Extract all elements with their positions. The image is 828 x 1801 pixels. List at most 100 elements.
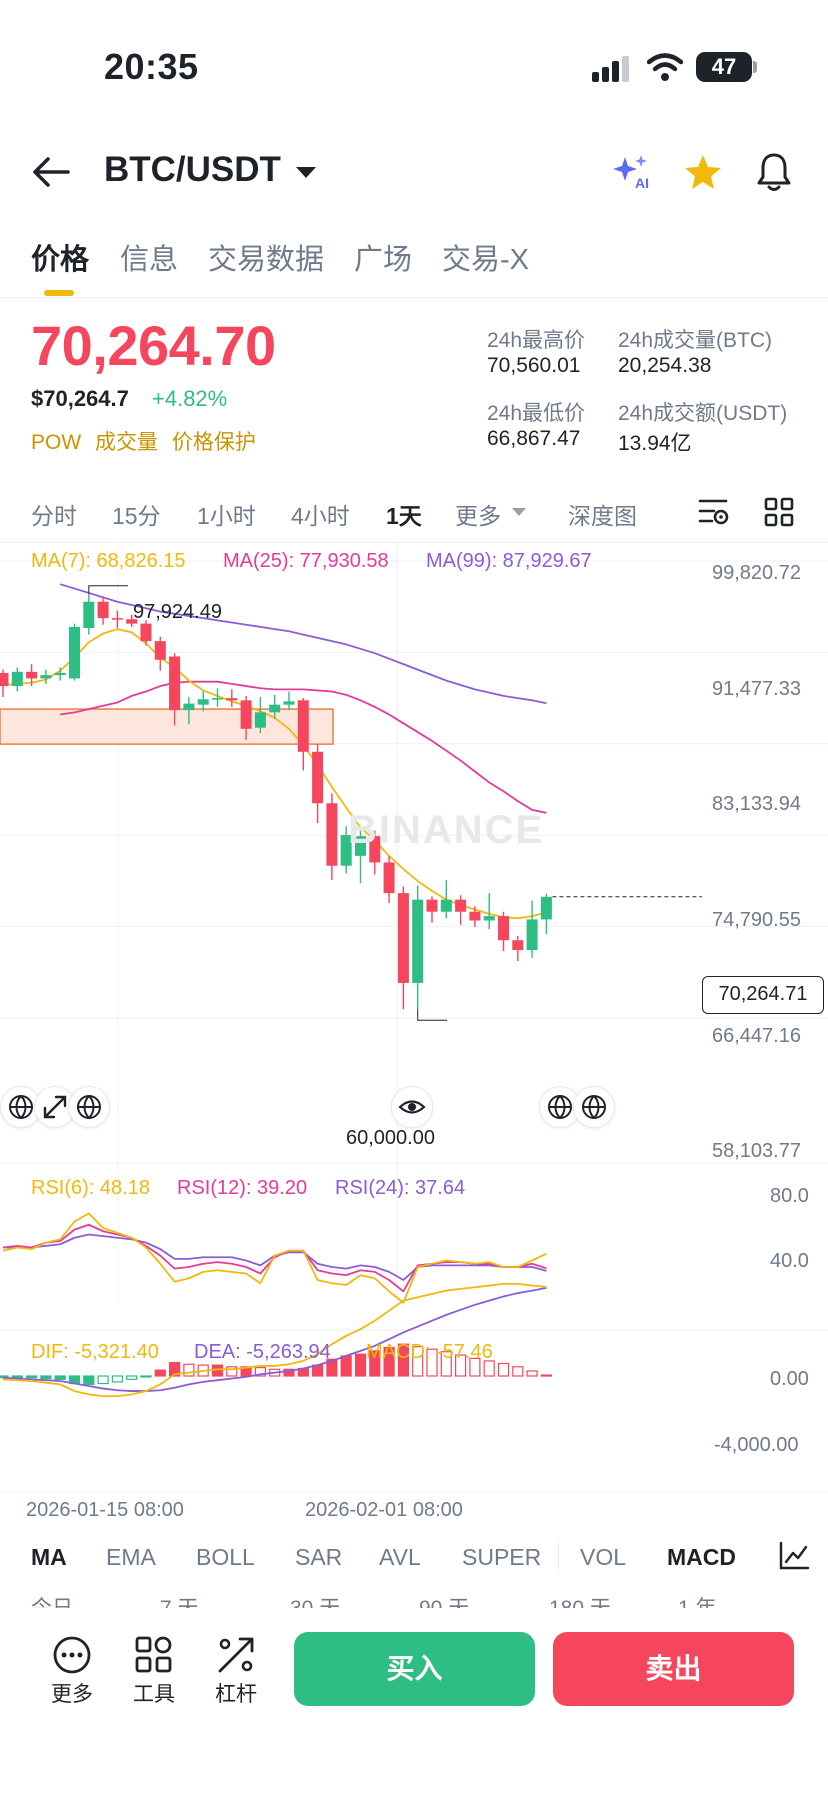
macd-bar [512, 1366, 524, 1377]
vol-btc-value: 20,254.38 [618, 354, 712, 377]
candle-body [455, 899, 467, 912]
interval-more[interactable]: 更多 [455, 503, 501, 529]
low-annotation: 60,000.00 [346, 1127, 435, 1149]
macd-axis-label: 0.00 [770, 1368, 809, 1390]
candle-body [469, 911, 481, 921]
indicator-sar[interactable]: SAR [295, 1544, 343, 1570]
tag-price-protection[interactable]: 价格保护 [171, 431, 256, 454]
tab-info[interactable]: 信息 [120, 244, 179, 276]
macd-bar [455, 1354, 467, 1377]
ai-sparkle-icon[interactable]: AI [611, 153, 653, 191]
candle-body [269, 704, 281, 713]
back-arrow-icon[interactable] [32, 156, 70, 188]
candle-body [97, 601, 109, 619]
candle-body [26, 671, 38, 679]
watermark: BINANCE [348, 808, 545, 852]
period-1y[interactable]: 1 年 [678, 1592, 717, 1608]
tag-volume[interactable]: 成交量 [95, 431, 159, 454]
low-leader [417, 1009, 447, 1021]
period-30d[interactable]: 30 天 [290, 1592, 340, 1608]
macd-bar [154, 1369, 166, 1377]
indicator-boll[interactable]: BOLL [196, 1544, 255, 1570]
high-value: 70,560.01 [487, 354, 581, 377]
layout-grid-icon[interactable] [764, 497, 794, 527]
indicator-chart-icon[interactable] [778, 1541, 810, 1571]
tools-label[interactable]: 工具 [133, 1683, 175, 1706]
tools-icon[interactable] [134, 1635, 174, 1675]
candle-body [540, 896, 552, 920]
interval-depth[interactable]: 深度图 [568, 503, 637, 529]
buy-button[interactable]: 买入 [294, 1632, 535, 1706]
notification-bell-icon[interactable] [756, 152, 792, 192]
chart-settings-icon[interactable] [698, 497, 730, 527]
tab-trading-data[interactable]: 交易数据 [208, 244, 325, 276]
period-today[interactable]: 今日 [31, 1592, 73, 1608]
interval-time-share[interactable]: 分时 [31, 503, 77, 529]
indicator-ma[interactable]: MA [31, 1544, 67, 1570]
price-axis-label: 99,820.72 [712, 562, 801, 584]
macd-bar [140, 1375, 152, 1378]
indicator-avl[interactable]: AVL [379, 1544, 421, 1570]
event-bubble[interactable] [68, 1086, 110, 1128]
event-bubble[interactable] [573, 1086, 615, 1128]
leverage-icon[interactable] [216, 1635, 256, 1675]
macd-bar [397, 1343, 409, 1377]
sell-button[interactable]: 卖出 [553, 1632, 794, 1706]
period-90d[interactable]: 90 天 [419, 1592, 469, 1608]
globe-icon [548, 1095, 572, 1119]
indicator-super[interactable]: SUPER [462, 1544, 542, 1570]
candle-body [0, 672, 9, 687]
candle-body [283, 701, 295, 705]
candle-body [169, 656, 181, 711]
vol-btc-label: 24h成交量(BTC) [618, 329, 773, 352]
macd-bar [497, 1362, 510, 1377]
leverage-label[interactable]: 杠杆 [215, 1683, 257, 1706]
macd-bar [469, 1357, 481, 1377]
tab-trade-x[interactable]: 交易-X [442, 244, 530, 276]
tag-pow[interactable]: POW [31, 431, 82, 454]
candle-body [526, 919, 538, 951]
high-annotation: 97,924.49 [133, 601, 222, 623]
chart-top-divider [0, 542, 828, 543]
visibility-toggle[interactable] [391, 1086, 433, 1128]
candlestick-chart[interactable] [0, 543, 828, 1493]
globe-icon [9, 1095, 33, 1119]
battery-indicator: 47 [696, 52, 752, 82]
ma99-line [59, 583, 547, 705]
favorite-star-icon[interactable] [684, 154, 722, 190]
candle-body [226, 698, 238, 701]
period-180d[interactable]: 180 天 [549, 1592, 611, 1608]
ma25-line [60, 680, 547, 814]
macd-bar [83, 1375, 95, 1385]
dea-line [2, 1286, 547, 1392]
indicator-vol[interactable]: VOL [580, 1544, 627, 1570]
price-axis-label: 83,133.94 [712, 793, 801, 815]
candle-body [440, 899, 452, 912]
interval-15m[interactable]: 15分 [112, 503, 161, 529]
more-label[interactable]: 更多 [51, 1683, 93, 1706]
indicator-ema[interactable]: EMA [106, 1544, 156, 1570]
candle-body [326, 803, 338, 866]
candle-body [426, 899, 438, 912]
vol-usdt-value: 13.94亿 [618, 432, 692, 455]
candle-body [498, 916, 509, 941]
interval-4h[interactable]: 4小时 [291, 503, 350, 529]
last-price: 70,264.70 [31, 314, 276, 377]
candle-body [212, 698, 223, 700]
candle-body [197, 699, 209, 705]
more-icon[interactable] [52, 1635, 92, 1675]
indicator-macd[interactable]: MACD [667, 1544, 736, 1570]
wifi-icon [647, 53, 683, 81]
tab-price[interactable]: 价格 [31, 244, 90, 276]
candle-body [512, 940, 524, 951]
ma7-line [2, 628, 547, 920]
period-7d[interactable]: 7 天 [160, 1592, 199, 1608]
tab-square[interactable]: 广场 [354, 244, 413, 276]
macd-bar [354, 1353, 367, 1377]
interval-1h[interactable]: 1小时 [197, 503, 256, 529]
macd-bar [111, 1375, 124, 1383]
interval-more-caret-icon[interactable] [512, 508, 526, 516]
interval-1d[interactable]: 1天 [386, 503, 422, 529]
pair-dropdown-icon[interactable] [296, 167, 316, 178]
pair-title[interactable]: BTC/USDT [104, 150, 281, 189]
